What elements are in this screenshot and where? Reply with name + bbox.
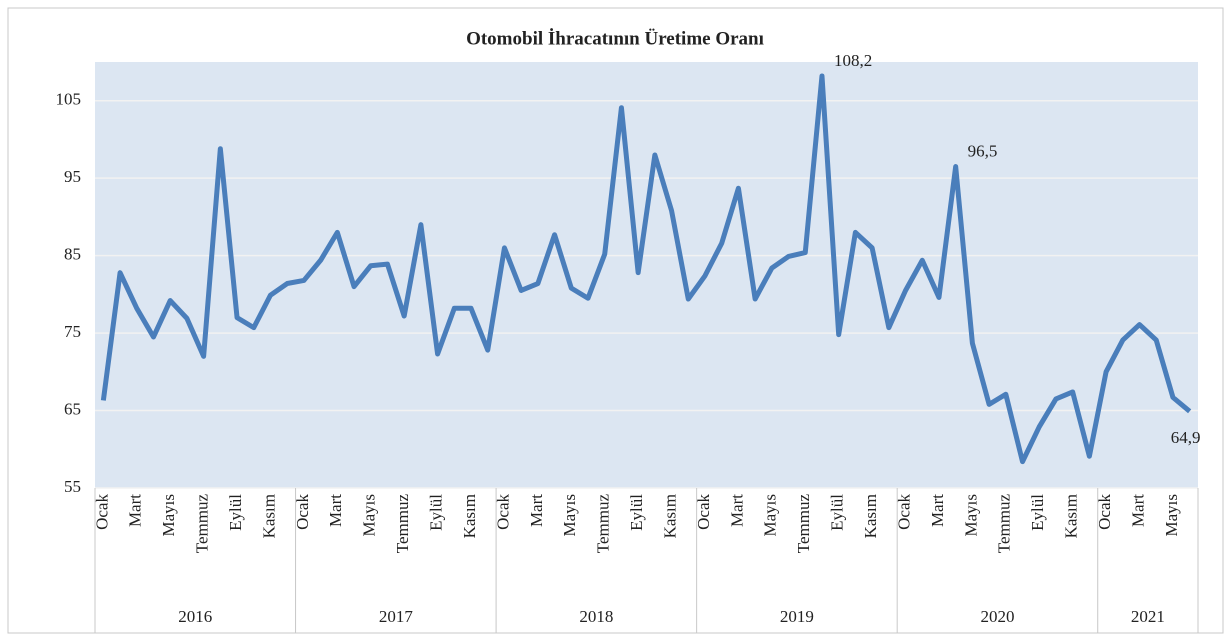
x-tick-label: Mart bbox=[727, 494, 746, 527]
x-tick-label: Mart bbox=[928, 494, 947, 527]
x-tick-label: Ocak bbox=[694, 494, 713, 530]
plot-area bbox=[95, 62, 1198, 488]
year-label: 2016 bbox=[178, 607, 212, 626]
x-tick-label: Ocak bbox=[894, 494, 913, 530]
data-label: 64,9 bbox=[1171, 428, 1201, 447]
year-label: 2017 bbox=[379, 607, 414, 626]
x-tick-label: Mart bbox=[527, 494, 546, 527]
x-tick-label: Eylül bbox=[1028, 494, 1047, 531]
x-tick-label: Ocak bbox=[493, 494, 512, 530]
x-tick-label: Mayıs bbox=[159, 494, 178, 537]
year-label: 2018 bbox=[579, 607, 613, 626]
x-tick-label: Temmuz bbox=[594, 494, 613, 554]
chart-title: Otomobil İhracatının Üretime Oranı bbox=[466, 28, 764, 49]
data-line bbox=[100, 73, 1192, 465]
x-tick-label: Eylül bbox=[427, 494, 446, 531]
x-tick-label: Eylül bbox=[627, 494, 646, 531]
x-tick-label: Temmuz bbox=[193, 494, 212, 554]
data-label: 96,5 bbox=[968, 141, 998, 160]
y-tick-label: 65 bbox=[64, 399, 81, 418]
y-tick-label: 85 bbox=[64, 245, 81, 264]
x-tick-label: Temmuz bbox=[393, 494, 412, 554]
x-tick-label: Mayıs bbox=[560, 494, 579, 537]
year-label: 2019 bbox=[780, 607, 814, 626]
x-tick-label: Temmuz bbox=[995, 494, 1014, 554]
x-tick-label: Mart bbox=[126, 494, 145, 527]
x-tick-label: Mart bbox=[326, 494, 345, 527]
x-tick-label: Mayıs bbox=[761, 494, 780, 537]
x-tick-label: Ocak bbox=[1095, 494, 1114, 530]
x-tick-label: Ocak bbox=[293, 494, 312, 530]
x-tick-label: Kasım bbox=[259, 494, 278, 538]
data-label: 108,2 bbox=[834, 51, 872, 70]
x-tick-label: Kasım bbox=[460, 494, 479, 538]
x-tick-label: Eylül bbox=[226, 494, 245, 531]
x-tick-label: Kasım bbox=[660, 494, 679, 538]
x-tick-label: Temmuz bbox=[794, 494, 813, 554]
x-tick-label: Ocak bbox=[92, 494, 111, 530]
x-tick-label: Mayıs bbox=[360, 494, 379, 537]
x-tick-label: Kasım bbox=[1062, 494, 1081, 538]
y-tick-label: 105 bbox=[56, 90, 82, 109]
x-tick-label: Kasım bbox=[861, 494, 880, 538]
x-tick-label: Mart bbox=[1128, 494, 1147, 527]
x-tick-label: Mayıs bbox=[961, 494, 980, 537]
y-tick-label: 75 bbox=[64, 322, 81, 341]
y-tick-label: 55 bbox=[64, 477, 81, 496]
y-tick-label: 95 bbox=[64, 167, 81, 186]
x-tick-label: Mayıs bbox=[1162, 494, 1181, 537]
year-label: 2020 bbox=[980, 607, 1014, 626]
year-label: 2021 bbox=[1131, 607, 1165, 626]
x-tick-label: Eylül bbox=[828, 494, 847, 531]
